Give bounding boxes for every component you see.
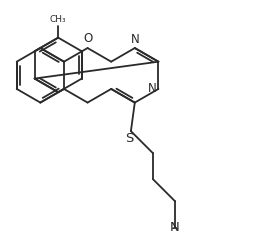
Text: O: O (83, 32, 92, 45)
Text: N: N (131, 33, 140, 46)
Text: CH₃: CH₃ (50, 15, 66, 24)
Text: N: N (148, 82, 156, 95)
Text: N: N (170, 221, 180, 234)
Text: S: S (125, 132, 134, 146)
